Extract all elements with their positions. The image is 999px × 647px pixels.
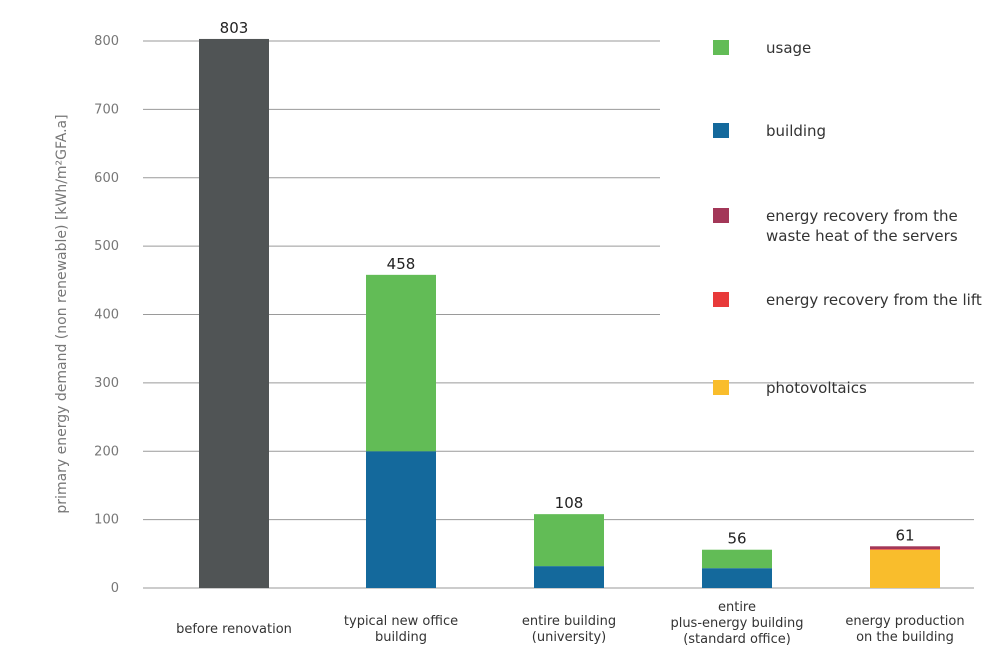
category-label: plus-energy building (670, 616, 803, 631)
legend-swatch (713, 40, 729, 55)
bar-segment (870, 549, 940, 588)
y-tick-label: 0 (111, 581, 119, 596)
legend-swatch (713, 380, 729, 395)
bar-total-label: 803 (220, 19, 249, 37)
legend-label: waste heat of the servers (766, 227, 958, 245)
bar-segment (199, 38, 269, 589)
legend-swatch (713, 208, 729, 223)
bar-segment (366, 451, 436, 588)
y-tick-label: 800 (94, 34, 119, 49)
legend-label: photovoltaics (766, 379, 867, 397)
y-tick-label: 600 (94, 171, 119, 186)
y-axis-label: primary energy demand (non renewable) [k… (54, 114, 70, 513)
category-label: (university) (532, 630, 606, 645)
category-label: on the building (856, 630, 954, 645)
y-tick-label: 400 (94, 308, 119, 323)
y-tick-label: 700 (94, 102, 119, 117)
legend-label: usage (766, 39, 811, 57)
bar-segment (870, 549, 940, 550)
y-tick-label: 100 (94, 513, 119, 528)
category-label: entire building (522, 614, 616, 629)
bar-total-label: 458 (387, 255, 416, 273)
bar-segment (702, 549, 772, 569)
category-label: before renovation (176, 622, 292, 637)
legend-label: energy recovery from the (766, 207, 958, 225)
bar-total-label: 61 (895, 526, 914, 544)
legend-label: energy recovery from the lift (766, 291, 982, 309)
bar-segment (870, 546, 940, 550)
bar-total-label: 56 (727, 530, 746, 548)
bar-segment (534, 566, 604, 588)
y-tick-label: 300 (94, 376, 119, 391)
category-label: energy production (845, 614, 964, 629)
bar-total-label: 108 (555, 494, 584, 512)
legend-swatch (713, 123, 729, 138)
bar-segment (702, 568, 772, 588)
legend-swatch (713, 292, 729, 307)
y-tick-label: 500 (94, 239, 119, 254)
category-label: (standard office) (683, 632, 791, 647)
category-label: building (375, 630, 427, 645)
category-label: typical new office (344, 614, 458, 629)
bar-segment (534, 514, 604, 567)
legend-label: building (766, 122, 826, 140)
bar-segment (366, 274, 436, 452)
category-label: entire (718, 600, 756, 615)
y-tick-label: 200 (94, 444, 119, 459)
